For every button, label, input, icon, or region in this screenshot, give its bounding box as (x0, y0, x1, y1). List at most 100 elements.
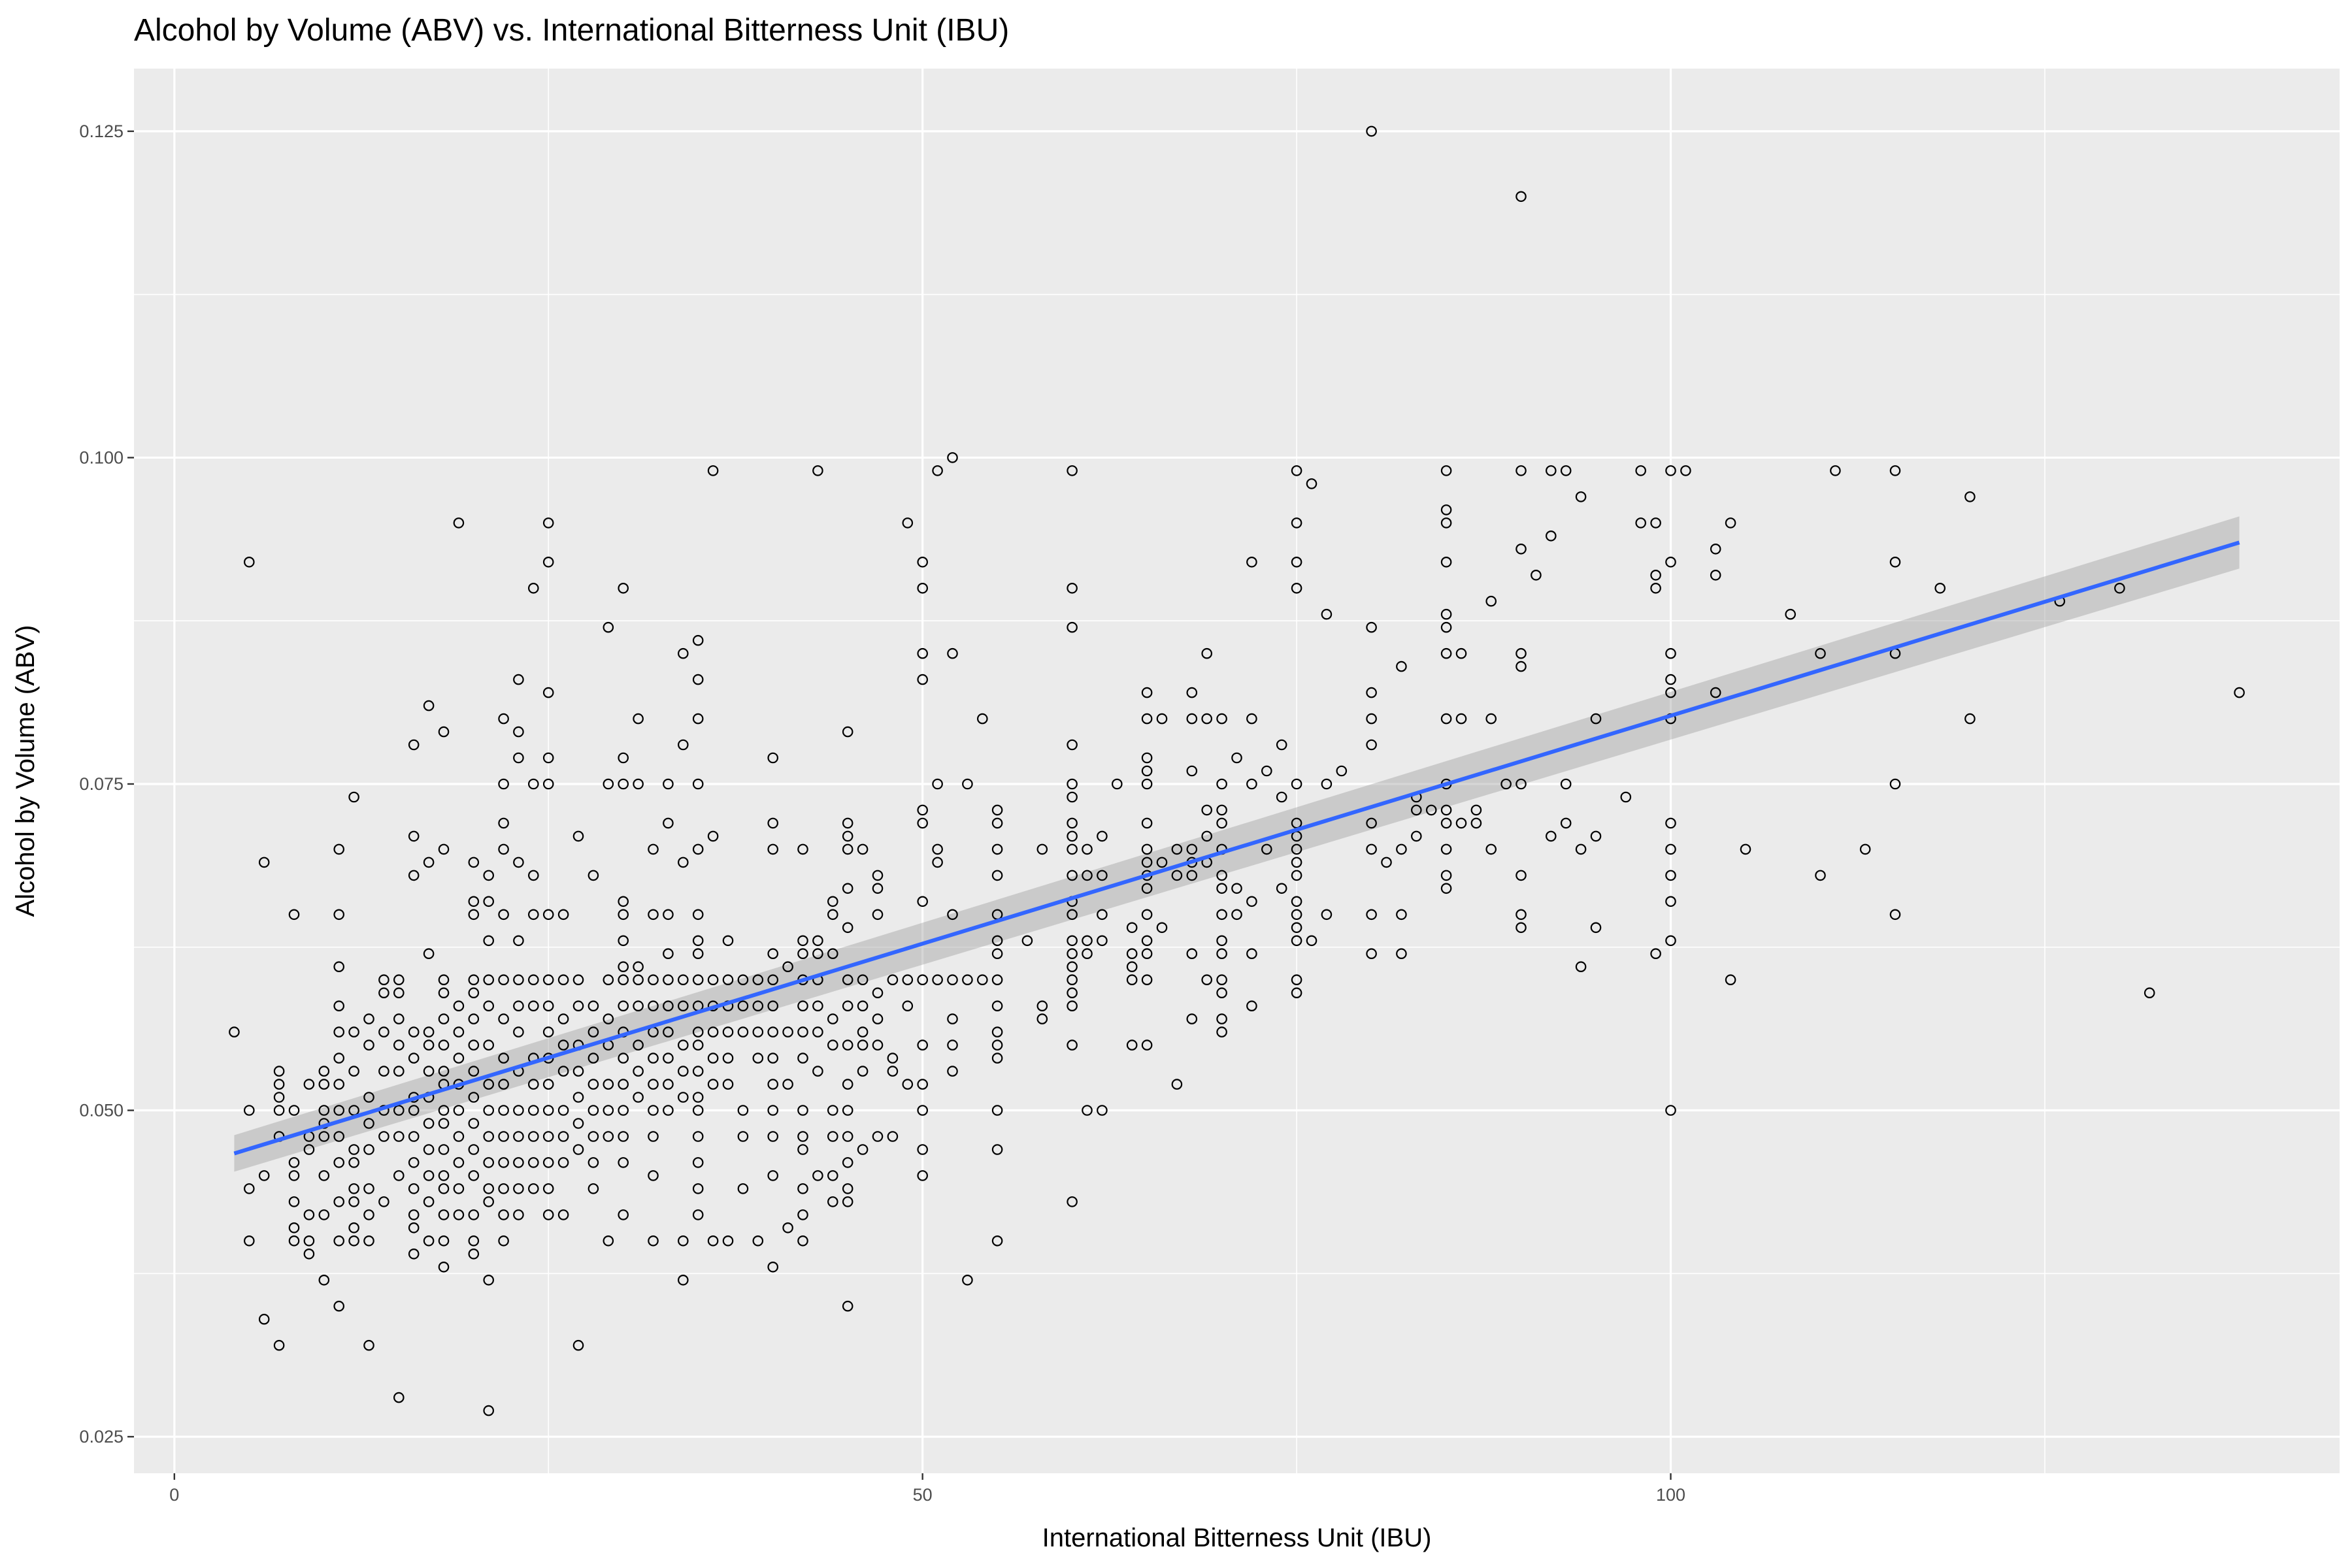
data-point (1276, 739, 1287, 751)
data-point (557, 974, 569, 985)
data-point (572, 1000, 584, 1011)
data-point (1485, 713, 1497, 725)
data-point (527, 1079, 539, 1090)
data-point (333, 843, 344, 855)
data-point (633, 713, 644, 725)
data-point (527, 1157, 539, 1168)
data-point (1186, 948, 1198, 959)
data-point (273, 1092, 285, 1103)
data-point (917, 817, 928, 829)
data-point (1231, 883, 1242, 894)
data-point (1141, 1039, 1153, 1051)
data-point (483, 1105, 494, 1116)
data-point (648, 1053, 659, 1064)
data-point (333, 1000, 344, 1011)
data-point (1516, 778, 1527, 790)
data-point (588, 1079, 599, 1090)
data-point (692, 674, 704, 685)
data-point (692, 974, 704, 985)
data-point (243, 1105, 255, 1116)
y-axis-title: Alcohol by Volume (ABV) (11, 625, 40, 917)
data-point (692, 1039, 704, 1051)
data-point (678, 647, 689, 659)
x-tick-label: 50 (913, 1485, 933, 1505)
data-point (633, 1039, 644, 1051)
data-point (513, 1183, 524, 1194)
data-point (692, 1131, 704, 1142)
data-point (1261, 843, 1272, 855)
data-point (1276, 791, 1287, 803)
data-point (438, 726, 450, 738)
data-point (1276, 883, 1287, 894)
data-point (243, 1235, 255, 1247)
data-point (453, 1053, 465, 1064)
data-point (1321, 778, 1333, 790)
data-point (1485, 843, 1497, 855)
data-point (1141, 909, 1153, 921)
data-point (438, 987, 450, 998)
data-point (1635, 465, 1646, 476)
data-point (797, 1131, 808, 1142)
y-tick-label: 0.050 (79, 1101, 124, 1120)
data-point (527, 1131, 539, 1142)
data-point (1889, 778, 1901, 790)
data-point (991, 1144, 1003, 1155)
data-point (588, 1000, 599, 1011)
data-point (917, 1039, 928, 1051)
data-point (991, 817, 1003, 829)
data-point (767, 1105, 778, 1116)
data-point (1067, 1039, 1078, 1051)
data-point (318, 1066, 330, 1077)
data-point (572, 1118, 584, 1129)
data-point (991, 974, 1003, 985)
data-point (1186, 765, 1198, 777)
data-point (572, 830, 584, 842)
data-point (1665, 465, 1676, 476)
data-point (468, 1170, 480, 1181)
data-point (1440, 621, 1452, 633)
data-point (857, 1026, 869, 1037)
data-point (917, 896, 928, 907)
data-point (618, 1000, 629, 1011)
data-point (917, 582, 928, 594)
data-point (513, 1157, 524, 1168)
data-point (273, 1066, 285, 1077)
data-point (378, 974, 389, 985)
data-point (1396, 661, 1407, 672)
data-point (483, 1039, 494, 1051)
data-point (1575, 961, 1587, 972)
data-point (797, 1209, 808, 1220)
data-point (707, 1235, 719, 1247)
data-point (1366, 739, 1377, 751)
data-point (1665, 1105, 1676, 1116)
data-point (842, 817, 853, 829)
data-point (991, 1026, 1003, 1037)
data-point (438, 1144, 450, 1155)
data-point (557, 909, 569, 921)
data-point (588, 1183, 599, 1194)
data-point (453, 1157, 465, 1168)
data-point (1291, 857, 1302, 868)
data-point (618, 974, 629, 985)
data-point (1440, 804, 1452, 816)
data-point (1141, 713, 1153, 725)
data-point (767, 1000, 778, 1011)
data-point (378, 987, 389, 998)
data-point (1186, 713, 1198, 725)
data-point (288, 1170, 300, 1181)
data-point (947, 1039, 958, 1051)
data-point (917, 1079, 928, 1090)
data-point (557, 1131, 569, 1142)
data-point (378, 1066, 389, 1077)
data-point (991, 804, 1003, 816)
data-point (827, 1039, 838, 1051)
data-point (603, 1131, 614, 1142)
data-point (1665, 935, 1676, 947)
data-point (527, 1000, 539, 1011)
data-point (887, 1066, 899, 1077)
data-point (962, 974, 973, 985)
data-point (633, 961, 644, 972)
data-point (707, 1053, 719, 1064)
data-point (1815, 870, 1826, 881)
data-point (603, 1013, 614, 1024)
